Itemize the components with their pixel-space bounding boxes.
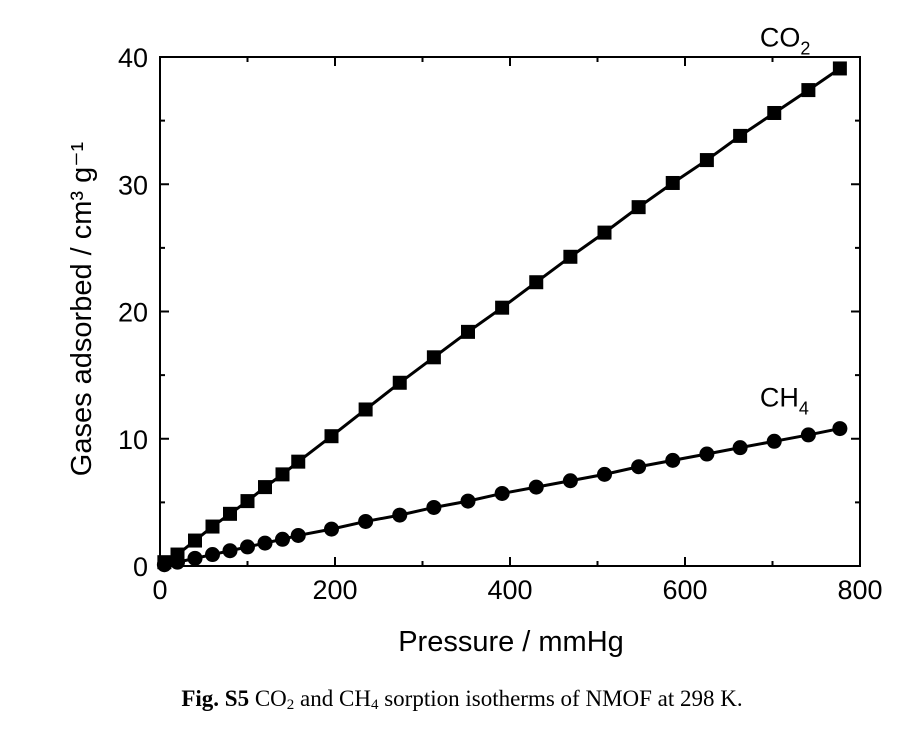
data-point-ch4 xyxy=(665,452,681,468)
data-point-co2 xyxy=(597,225,612,240)
data-point-ch4 xyxy=(460,493,476,509)
data-point-ch4 xyxy=(358,513,374,529)
data-point-ch4 xyxy=(699,446,715,462)
x-axis-title: Pressure / mmHg xyxy=(398,626,624,658)
sorption-isotherm-chart: 0 200 400 600 800 0 10 20 30 40 CO2 CH4 Pressure … xyxy=(66,22,883,658)
data-point-co2 xyxy=(699,153,714,168)
series-label-subscript: 2 xyxy=(800,38,810,58)
data-point-ch4 xyxy=(800,427,816,443)
data-point-ch4 xyxy=(597,466,612,482)
y-tick-label: 10 xyxy=(118,425,148,455)
x-axis: 0 200 400 600 800 xyxy=(152,57,883,605)
data-point-co2 xyxy=(426,350,441,365)
data-point-ch4 xyxy=(205,547,220,563)
y-axis-title: Gases adsorbed / cm³ g⁻¹ xyxy=(66,141,98,476)
caption-ch-sub: 4 xyxy=(370,697,379,713)
data-point-ch4 xyxy=(494,485,510,501)
y-tick-label: 20 xyxy=(118,298,148,328)
data-point-co2 xyxy=(461,324,475,339)
data-point-ch4 xyxy=(275,531,290,547)
data-point-ch4 xyxy=(222,543,238,559)
data-point-ch4 xyxy=(187,550,203,566)
data-point-co2 xyxy=(258,480,272,495)
data-point-ch4 xyxy=(426,499,442,515)
x-tick-label: 200 xyxy=(312,575,357,605)
series-label-co2: CO2 xyxy=(760,22,811,58)
data-point-co2 xyxy=(392,375,407,390)
data-point-co2 xyxy=(205,519,220,534)
data-point-ch4 xyxy=(528,479,544,495)
data-point-co2 xyxy=(733,128,748,143)
data-point-co2 xyxy=(223,506,237,521)
data-point-ch4 xyxy=(324,521,339,537)
caption-and-ch: and CH xyxy=(294,686,371,711)
y-axis: 0 10 20 30 40 xyxy=(118,43,860,582)
x-tick-label: 800 xyxy=(837,575,882,605)
data-point-ch4 xyxy=(257,535,273,551)
caption-fig-label: Fig. S5 xyxy=(181,686,250,711)
caption-co: CO xyxy=(249,686,287,711)
data-point-co2 xyxy=(832,61,847,76)
data-point-ch4 xyxy=(732,440,748,456)
data-point-co2 xyxy=(240,494,255,509)
data-point-ch4 xyxy=(766,433,782,449)
series-layer: CO2 CH4 xyxy=(156,22,848,573)
x-tick-label: 600 xyxy=(662,575,707,605)
data-point-ch4 xyxy=(392,507,408,523)
x-tick-label: 400 xyxy=(487,575,532,605)
data-point-co2 xyxy=(188,533,202,548)
series-label-main: CH xyxy=(760,383,799,413)
data-point-ch4 xyxy=(290,527,306,543)
series-label-subscript: 4 xyxy=(799,399,809,419)
data-point-ch4 xyxy=(170,554,185,570)
data-point-co2 xyxy=(291,454,306,469)
y-tick-label: 40 xyxy=(118,43,148,73)
series-label-ch4: CH4 xyxy=(760,383,809,419)
data-point-co2 xyxy=(275,467,290,482)
data-point-co2 xyxy=(495,300,510,315)
data-point-co2 xyxy=(563,249,578,264)
caption-co-sub: 2 xyxy=(286,697,295,713)
figure-caption: Fig. S5 CO2 and CH4 sorption isotherms o… xyxy=(0,686,924,713)
y-tick-label: 0 xyxy=(133,552,148,582)
data-point-ch4 xyxy=(832,421,848,437)
y-tick-label: 30 xyxy=(118,170,148,200)
data-point-co2 xyxy=(767,105,782,120)
data-point-co2 xyxy=(801,83,816,98)
data-point-co2 xyxy=(665,175,680,190)
x-tick-label: 0 xyxy=(152,575,167,605)
series-label-main: CO xyxy=(760,22,801,52)
data-point-co2 xyxy=(631,200,646,215)
caption-rest: sorption isotherms of NMOF at 298 K. xyxy=(378,686,743,711)
data-point-ch4 xyxy=(631,459,647,475)
data-point-ch4 xyxy=(562,473,578,489)
data-point-ch4 xyxy=(156,557,172,573)
data-point-co2 xyxy=(358,402,373,417)
data-point-co2 xyxy=(324,429,339,444)
data-point-co2 xyxy=(529,275,544,290)
data-point-ch4 xyxy=(240,539,255,555)
